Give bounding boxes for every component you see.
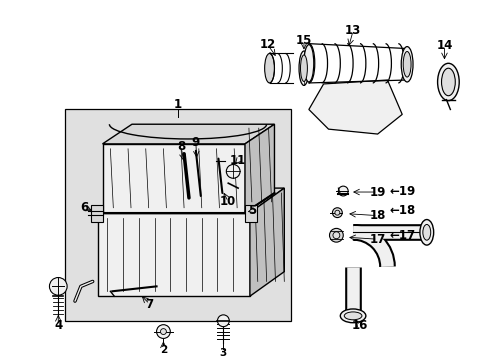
Text: 10: 10 xyxy=(220,195,236,208)
Bar xyxy=(65,109,290,321)
Circle shape xyxy=(156,325,170,338)
Text: 6: 6 xyxy=(81,201,89,214)
Text: 7: 7 xyxy=(145,298,153,311)
Bar xyxy=(98,213,249,296)
Circle shape xyxy=(329,228,343,242)
Text: 8: 8 xyxy=(177,140,185,153)
Ellipse shape xyxy=(304,45,313,82)
Polygon shape xyxy=(98,188,284,213)
Text: ←17: ←17 xyxy=(388,229,415,242)
Text: 18: 18 xyxy=(369,209,385,222)
Text: 16: 16 xyxy=(351,319,367,332)
Bar xyxy=(102,144,244,213)
Ellipse shape xyxy=(419,220,433,245)
Ellipse shape xyxy=(437,63,458,101)
Polygon shape xyxy=(244,124,274,213)
Text: 11: 11 xyxy=(229,154,246,167)
Text: 17: 17 xyxy=(369,233,385,246)
Circle shape xyxy=(49,278,67,295)
Ellipse shape xyxy=(401,46,412,82)
Text: 4: 4 xyxy=(54,319,62,332)
Circle shape xyxy=(332,232,339,239)
Text: 12: 12 xyxy=(259,38,275,51)
Circle shape xyxy=(338,186,347,196)
Ellipse shape xyxy=(300,55,307,81)
Text: 3: 3 xyxy=(219,348,226,358)
Circle shape xyxy=(226,165,240,178)
Circle shape xyxy=(334,210,339,215)
Bar xyxy=(244,205,256,222)
Polygon shape xyxy=(249,188,284,296)
Polygon shape xyxy=(308,80,402,134)
Text: 15: 15 xyxy=(295,34,311,47)
Ellipse shape xyxy=(403,51,410,77)
Ellipse shape xyxy=(344,312,361,320)
Ellipse shape xyxy=(340,309,365,323)
Text: 19: 19 xyxy=(369,185,385,198)
Text: ←19: ←19 xyxy=(388,185,415,198)
Text: 2: 2 xyxy=(160,345,167,355)
Text: 5: 5 xyxy=(247,204,256,217)
Ellipse shape xyxy=(264,54,274,83)
Text: 1: 1 xyxy=(174,98,182,111)
Circle shape xyxy=(332,208,342,217)
Circle shape xyxy=(217,315,229,327)
Polygon shape xyxy=(102,124,274,144)
Text: ←18: ←18 xyxy=(388,204,415,217)
Text: 9: 9 xyxy=(191,136,200,149)
Ellipse shape xyxy=(299,51,308,85)
Text: 13: 13 xyxy=(344,24,361,37)
Ellipse shape xyxy=(441,68,454,96)
Bar xyxy=(91,205,102,222)
Circle shape xyxy=(160,329,166,334)
Ellipse shape xyxy=(422,224,430,240)
Text: 14: 14 xyxy=(435,39,452,52)
